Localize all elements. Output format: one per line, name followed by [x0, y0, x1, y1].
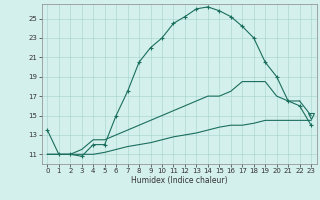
X-axis label: Humidex (Indice chaleur): Humidex (Indice chaleur) [131, 176, 228, 185]
